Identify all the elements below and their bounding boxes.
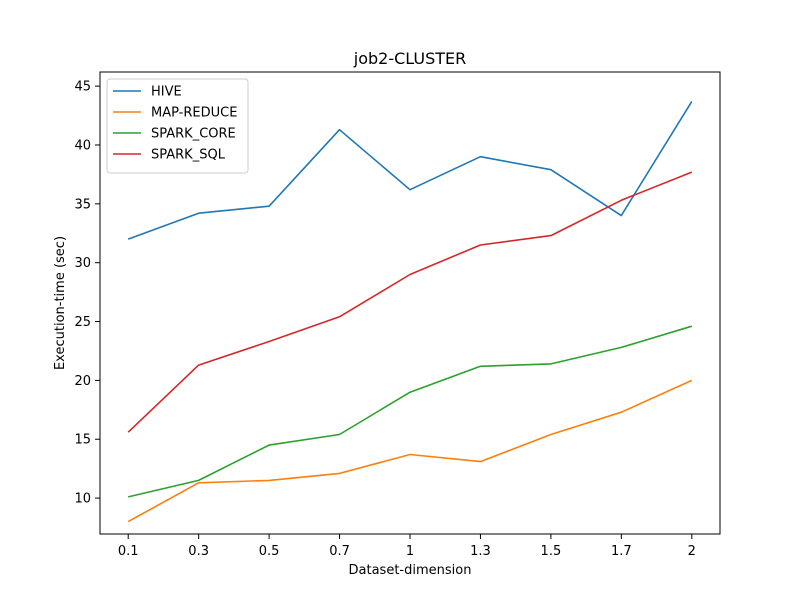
y-tick-label: 35	[74, 197, 91, 212]
x-tick-label: 1.3	[470, 544, 491, 559]
legend-label: HIVE	[151, 85, 182, 100]
x-tick-label: 1.5	[541, 544, 562, 559]
x-tick-label: 2	[688, 544, 696, 559]
y-axis-ticks: 10 15 20 25 30 35 40 45	[74, 80, 100, 507]
legend-label: MAP-REDUCE	[151, 106, 237, 121]
series-line-spark-core	[128, 325, 693, 498]
series-line-spark-sql	[127, 171, 693, 433]
legend-frame	[106, 78, 249, 174]
x-tick-label: 0.7	[329, 544, 350, 559]
y-tick-label: 10	[74, 492, 91, 507]
series-line-hive	[127, 100, 693, 240]
y-tick-label: 25	[74, 315, 91, 330]
y-tick-label: 20	[74, 374, 91, 389]
y-tick-label: 40	[74, 138, 91, 153]
x-tick-label: 1.7	[611, 544, 632, 559]
chart-title: job2-CLUSTER	[353, 49, 467, 68]
y-tick-label: 30	[74, 256, 91, 271]
legend-label: SPARK_SQL	[151, 148, 226, 163]
y-axis-label: Execution-time (sec)	[53, 236, 68, 370]
x-tick-label: 0.5	[259, 544, 280, 559]
x-axis-ticks: 0.1 0.3 0.5 0.7 1 1.3 1.5 1.7 2	[118, 534, 696, 559]
x-tick-label: 0.3	[188, 544, 209, 559]
y-tick-label: 15	[74, 433, 91, 448]
series-lines	[127, 100, 693, 523]
legend-label: SPARK_CORE	[151, 127, 236, 142]
y-tick-label: 45	[74, 80, 91, 95]
series-line-map-reduce	[127, 379, 693, 523]
legend: HIVE MAP-REDUCE SPARK_CORE SPARK_SQL	[106, 78, 249, 174]
x-tick-label: 0.1	[118, 544, 139, 559]
x-tick-label: 1	[406, 544, 414, 559]
x-axis-label: Dataset-dimension	[349, 563, 472, 578]
